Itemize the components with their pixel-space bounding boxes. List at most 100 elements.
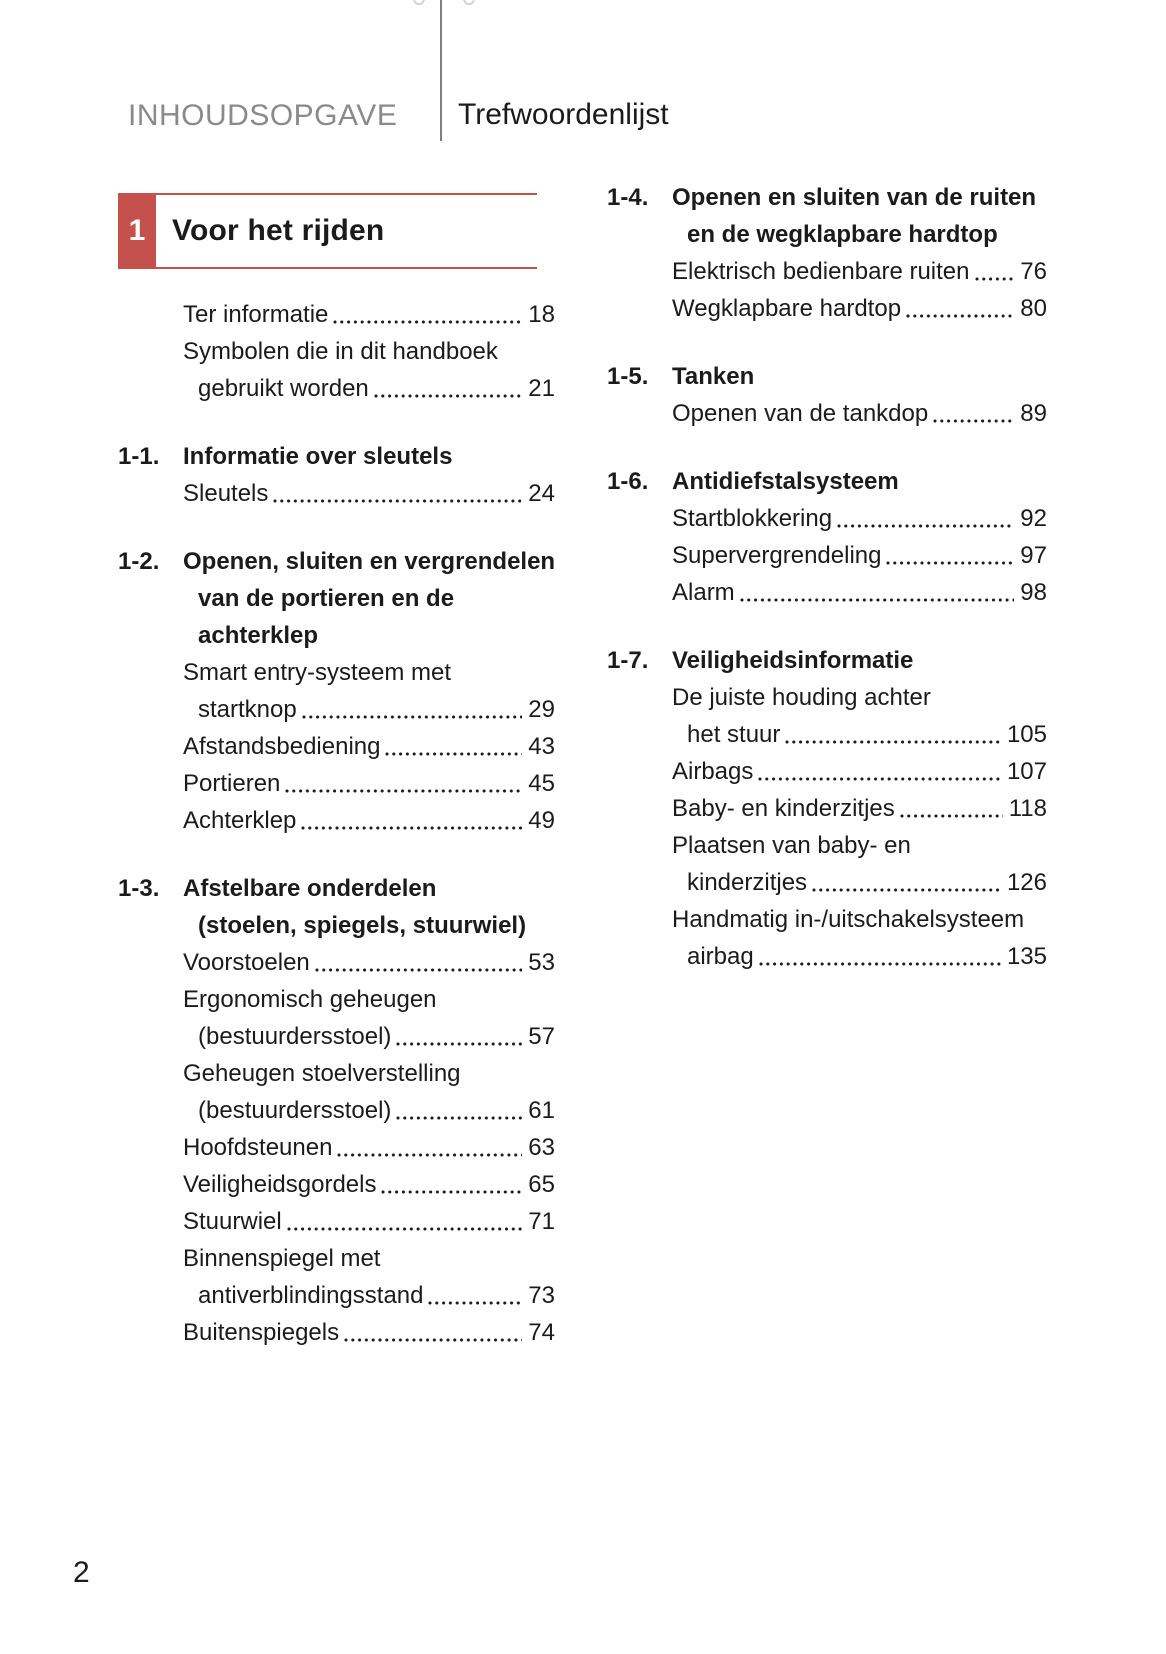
- entry-label: Elektrisch bedienbare ruiten: [672, 258, 970, 285]
- dot-leader: [314, 944, 523, 981]
- entry-page-number: 74: [528, 1319, 555, 1346]
- index-header-label: Trefwoordenlijst: [458, 98, 669, 131]
- section-title-line: 1-5. Tanken: [607, 358, 1047, 395]
- entry-line: Smart entry-systeem met: [118, 654, 555, 691]
- entry-line: Ter informatie 18: [118, 296, 555, 333]
- section-title-line: 1-7. Veiligheidsinformatie: [607, 642, 1047, 679]
- toc-entry: Handmatig in-/uitschakelsysteem airbag 135: [607, 901, 1047, 975]
- dot-leader: [933, 395, 1015, 432]
- entry-line: Airbags 107: [607, 753, 1047, 790]
- entry-page-number: 80: [1020, 295, 1047, 322]
- entry-line: Symbolen die in dit handboek: [118, 333, 555, 370]
- entry-line: startknop 29: [118, 691, 555, 728]
- entry-line: Elektrisch bedienbare ruiten 76: [607, 253, 1047, 290]
- toc-entry: Startblokkering 92: [607, 500, 1047, 537]
- entry-label: Portieren: [183, 770, 281, 797]
- dot-leader: [373, 370, 523, 407]
- entry-line: (bestuurdersstoel) 61: [118, 1092, 555, 1129]
- toc-entry: Achterklep 49: [118, 802, 555, 839]
- entry-label: het stuur: [687, 721, 781, 748]
- toc-entry: Plaatsen van baby- en kinderzitjes 126: [607, 827, 1047, 901]
- entry-line: Plaatsen van baby- en: [607, 827, 1047, 864]
- toc-entry: Veiligheidsgordels 65: [118, 1166, 555, 1203]
- entry-label: Alarm: [672, 579, 735, 606]
- dot-leader: [428, 1277, 523, 1314]
- entry-page-number: 98: [1020, 579, 1047, 606]
- dot-leader: [812, 864, 1001, 901]
- entry-line: Sleutels 24: [118, 475, 555, 512]
- entry-label: Smart entry-systeem met: [183, 659, 452, 686]
- entry-line: Ergonomisch geheugen: [118, 981, 555, 1018]
- toc-entry: De juiste houding achter het stuur 105: [607, 679, 1047, 753]
- toc-entry: Symbolen die in dit handboek gebruikt wor…: [118, 333, 555, 407]
- entry-line: Handmatig in-/uitschakelsysteem: [607, 901, 1047, 938]
- entry-page-number: 73: [528, 1282, 555, 1309]
- dot-leader: [337, 1129, 523, 1166]
- toc-section: 1-2. Openen, sluiten en vergrendelen van d…: [118, 543, 555, 654]
- toc-entry: Binnenspiegel met antiverblindingsstand 73: [118, 1240, 555, 1314]
- entry-label: Symbolen die in dit handboek: [183, 338, 498, 365]
- dot-leader: [974, 253, 1015, 290]
- toc-entry: Baby- en kinderzitjes 118: [607, 790, 1047, 827]
- cropped-glyph-fragment: [413, 0, 425, 5]
- entry-line: Baby- en kinderzitjes 118: [607, 790, 1047, 827]
- section-title-line: en de wegklapbare hardtop: [607, 216, 1047, 253]
- section-title: van de portieren en de: [198, 585, 455, 612]
- toc-section: 1-7. Veiligheidsinformatie: [607, 642, 1047, 679]
- toc-entry: Buitenspiegels 74: [118, 1314, 555, 1351]
- dot-leader: [906, 290, 1015, 327]
- chapter-title: Voor het rijden: [172, 214, 385, 247]
- entry-page-number: 63: [528, 1134, 555, 1161]
- toc-entry: Smart entry-systeem met startknop 29: [118, 654, 555, 728]
- entry-label: Buitenspiegels: [183, 1319, 340, 1346]
- entry-page-number: 45: [528, 770, 555, 797]
- toc-column-right: 1-4. Openen en sluiten van de ruiten en de…: [607, 179, 1047, 975]
- entry-page-number: 21: [528, 375, 555, 402]
- entry-page-number: 65: [528, 1171, 555, 1198]
- entry-line: Voorstoelen 53: [118, 944, 555, 981]
- entry-page-number: 118: [1008, 795, 1047, 822]
- entry-line: (bestuurdersstoel) 57: [118, 1018, 555, 1055]
- toc-entry: Ter informatie 18: [118, 296, 555, 333]
- section-number: 1-5.: [607, 363, 649, 390]
- dot-leader: [381, 1166, 523, 1203]
- entry-label: antiverblindingsstand: [198, 1282, 424, 1309]
- toc-entry: Geheugen stoelverstelling (bestuurderssto…: [118, 1055, 555, 1129]
- entry-line: Startblokkering 92: [607, 500, 1047, 537]
- dot-leader: [301, 802, 523, 839]
- entry-label: Plaatsen van baby- en: [672, 832, 911, 859]
- entry-page-number: 49: [528, 807, 555, 834]
- section-title: Veiligheidsinformatie: [672, 647, 914, 674]
- toc-section: 1-3. Afstelbare onderdelen (stoelen, spieg…: [118, 870, 555, 944]
- toc-column-left: Ter informatie 18 Symbolen die in dit hand…: [118, 296, 555, 1351]
- entry-page-number: 92: [1020, 505, 1047, 532]
- entry-line: Alarm 98: [607, 574, 1047, 611]
- entry-label: Ergonomisch geheugen: [183, 986, 437, 1013]
- dot-leader: [333, 296, 523, 333]
- toc-entry: Stuurwiel 71: [118, 1203, 555, 1240]
- entry-label: Wegklapbare hardtop: [672, 295, 902, 322]
- entry-line: Supervergrendeling 97: [607, 537, 1047, 574]
- section-title: Informatie over sleutels: [183, 443, 453, 470]
- page-number: 2: [73, 1556, 90, 1589]
- entry-line: Afstandsbediening 43: [118, 728, 555, 765]
- cropped-glyph-fragment: [463, 0, 475, 5]
- entry-line: Achterklep 49: [118, 802, 555, 839]
- dot-leader: [286, 1203, 523, 1240]
- entry-line: gebruikt worden 21: [118, 370, 555, 407]
- entry-page-number: 18: [528, 301, 555, 328]
- entry-label: Sleutels: [183, 480, 269, 507]
- entry-page-number: 29: [528, 696, 555, 723]
- chapter-number-badge: 1: [118, 195, 156, 267]
- entry-line: Stuurwiel 71: [118, 1203, 555, 1240]
- toc-entry: Openen van de tankdop 89: [607, 395, 1047, 432]
- header-vertical-divider: [440, 0, 442, 141]
- entry-label: (bestuurdersstoel): [198, 1097, 392, 1124]
- toc-entry: Wegklapbare hardtop 80: [607, 290, 1047, 327]
- entry-page-number: 135: [1006, 943, 1047, 970]
- entry-label: (bestuurdersstoel): [198, 1023, 392, 1050]
- dot-leader: [758, 938, 1002, 975]
- entry-label: airbag: [687, 943, 754, 970]
- section-number: 1-7.: [607, 647, 649, 674]
